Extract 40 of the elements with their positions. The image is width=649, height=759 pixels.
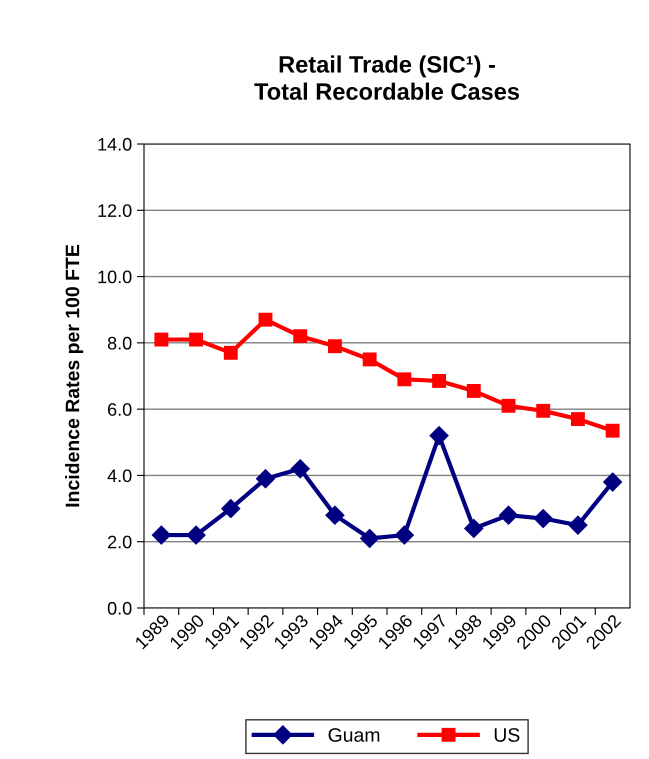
legend-label: US <box>494 728 520 742</box>
point <box>502 398 516 413</box>
point <box>464 518 484 538</box>
chart-title: Retail Trade (SIC¹) - Total Recordable Cases <box>254 55 520 100</box>
y-axis-title: Incidence Rates per 100 FTE <box>65 244 84 507</box>
y-tick-label: 0.0 <box>108 602 132 615</box>
y-tick-label: 10.0 <box>98 270 132 284</box>
y-tick-label: 6.0 <box>108 403 132 416</box>
point <box>328 339 342 354</box>
point <box>189 332 204 346</box>
point <box>430 426 449 446</box>
point <box>221 499 240 518</box>
y-tick-label: 2.0 <box>108 536 132 548</box>
point <box>536 404 550 418</box>
legend-label: Guam <box>328 728 380 742</box>
point <box>256 469 276 488</box>
point <box>394 526 414 545</box>
point <box>152 526 171 545</box>
y-tick-label: 4.0 <box>108 469 132 482</box>
point <box>154 332 168 346</box>
point <box>606 424 620 438</box>
point <box>534 508 553 528</box>
point <box>325 506 344 525</box>
point <box>603 472 622 492</box>
point <box>498 506 518 525</box>
point <box>293 329 308 344</box>
point <box>360 528 380 548</box>
y-tick-label: 12.0 <box>98 204 132 218</box>
point <box>224 346 238 360</box>
point <box>397 372 412 386</box>
point <box>466 384 481 398</box>
point <box>568 516 588 535</box>
y-tick-label: 8.0 <box>108 336 132 350</box>
point <box>258 312 272 327</box>
point <box>362 352 377 366</box>
point <box>186 526 206 545</box>
point <box>290 459 310 478</box>
point <box>432 374 446 388</box>
y-tick-label: 14.0 <box>98 138 132 151</box>
point <box>570 412 585 426</box>
